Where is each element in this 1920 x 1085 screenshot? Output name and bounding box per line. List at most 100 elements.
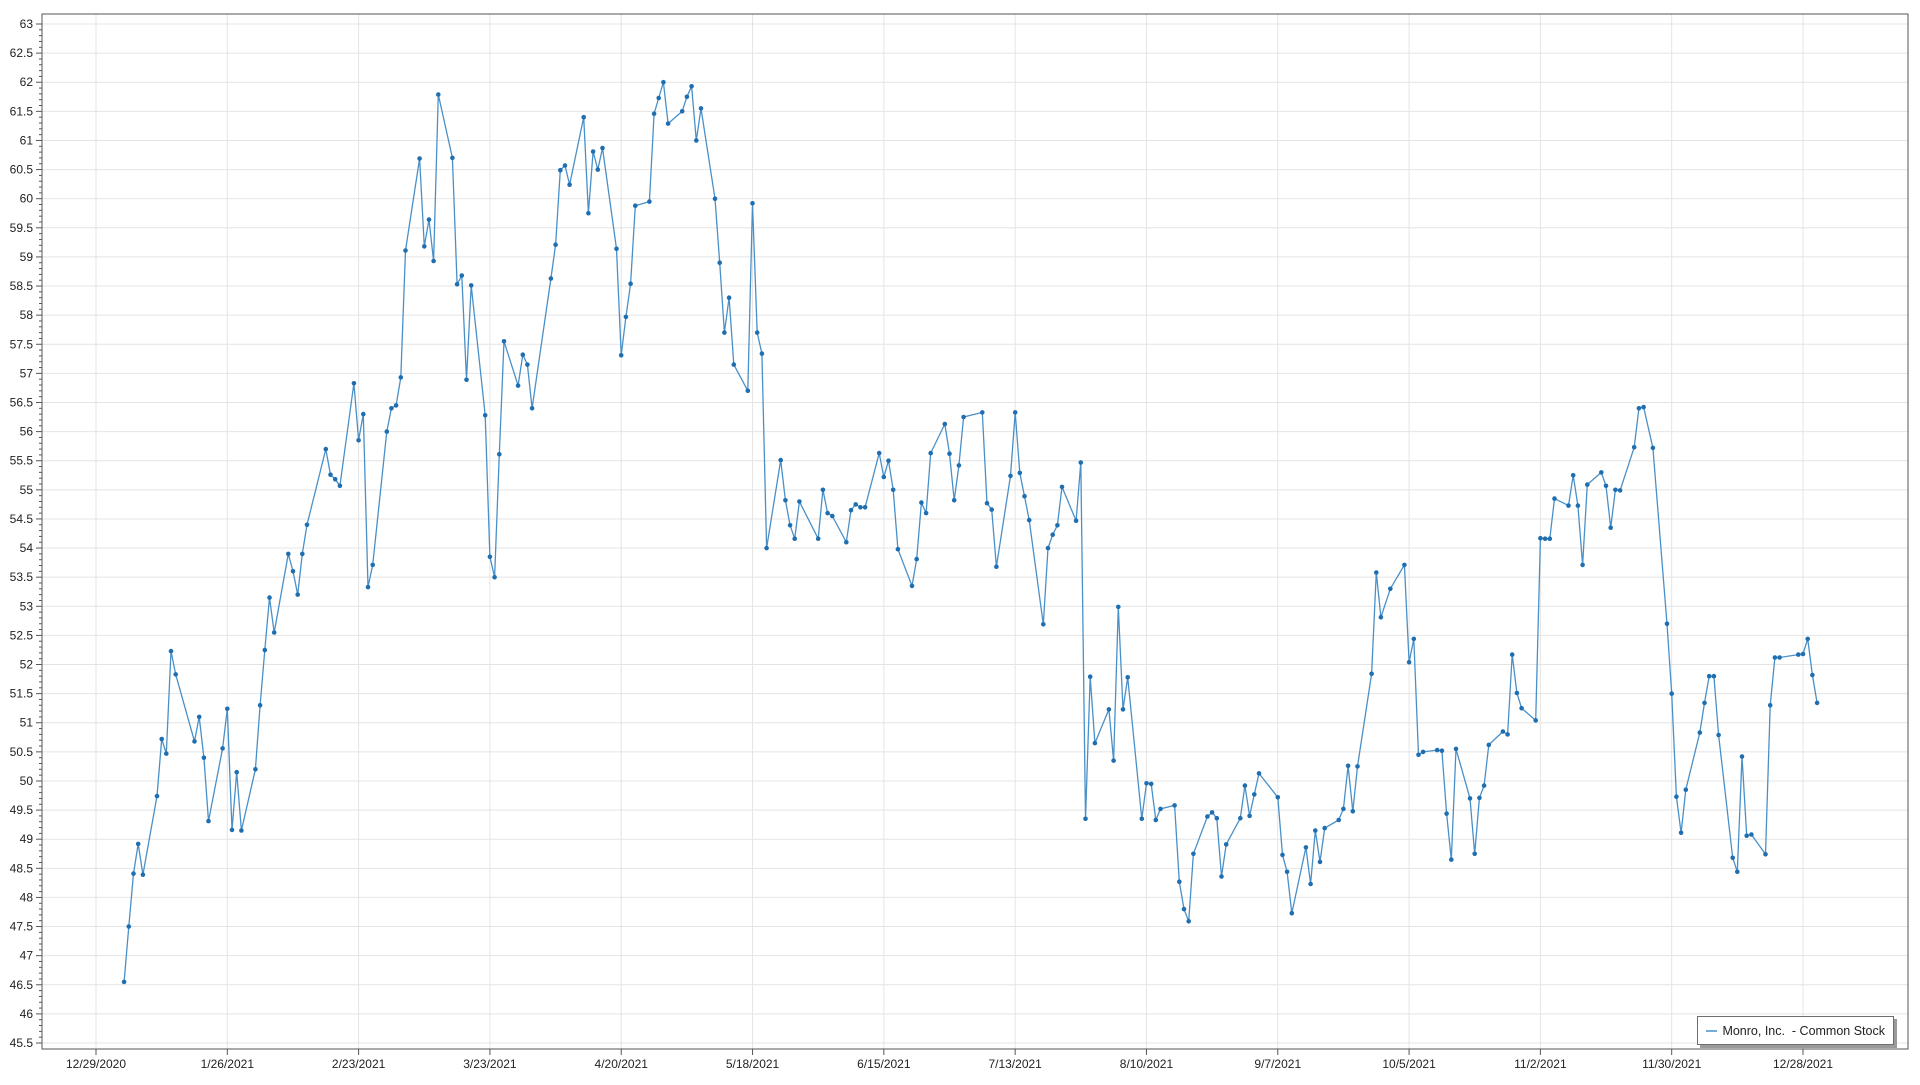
- data-point[interactable]: [1406, 659, 1412, 665]
- data-point[interactable]: [1552, 496, 1557, 501]
- data-point[interactable]: [712, 196, 718, 201]
- data-point[interactable]: [928, 450, 933, 456]
- data-point[interactable]: [1796, 652, 1801, 657]
- data-point[interactable]: [745, 388, 751, 394]
- data-point[interactable]: [1439, 748, 1445, 753]
- data-point[interactable]: [1514, 690, 1520, 696]
- data-point[interactable]: [234, 769, 239, 775]
- data-point[interactable]: [1641, 404, 1646, 410]
- data-point[interactable]: [586, 210, 591, 216]
- data-point[interactable]: [1205, 814, 1210, 819]
- data-point[interactable]: [633, 203, 638, 208]
- data-point[interactable]: [1026, 517, 1032, 523]
- data-point[interactable]: [956, 463, 962, 468]
- data-point[interactable]: [121, 979, 127, 985]
- data-point[interactable]: [1172, 803, 1177, 808]
- data-point[interactable]: [1735, 869, 1740, 875]
- data-point[interactable]: [525, 362, 530, 367]
- data-point[interactable]: [1636, 406, 1642, 411]
- data-point[interactable]: [1275, 795, 1281, 800]
- data-point[interactable]: [1420, 749, 1426, 755]
- data-point[interactable]: [792, 536, 797, 541]
- data-point[interactable]: [717, 260, 722, 266]
- data-point[interactable]: [1247, 813, 1252, 819]
- data-point[interactable]: [257, 703, 263, 708]
- data-point[interactable]: [1575, 503, 1581, 508]
- data-point[interactable]: [1449, 857, 1454, 862]
- data-point[interactable]: [1500, 729, 1506, 734]
- data-point[interactable]: [1402, 562, 1407, 568]
- data-point[interactable]: [290, 569, 296, 574]
- data-point[interactable]: [890, 487, 896, 493]
- data-point[interactable]: [1467, 796, 1473, 801]
- data-point[interactable]: [984, 500, 990, 506]
- data-point[interactable]: [1538, 535, 1543, 541]
- data-point[interactable]: [980, 410, 985, 415]
- data-point[interactable]: [1083, 816, 1088, 822]
- data-point[interactable]: [1153, 817, 1159, 823]
- data-point[interactable]: [909, 583, 915, 589]
- data-point[interactable]: [126, 924, 132, 929]
- data-point[interactable]: [328, 472, 333, 478]
- data-point[interactable]: [815, 536, 821, 541]
- data-point[interactable]: [862, 505, 868, 510]
- data-point[interactable]: [1613, 487, 1618, 493]
- data-point[interactable]: [1369, 671, 1374, 677]
- data-point[interactable]: [942, 421, 948, 427]
- data-point[interactable]: [332, 477, 338, 482]
- data-point[interactable]: [529, 406, 535, 411]
- data-point[interactable]: [783, 498, 788, 503]
- data-point[interactable]: [1336, 817, 1341, 823]
- data-point[interactable]: [239, 828, 244, 833]
- data-point[interactable]: [389, 406, 394, 411]
- data-point[interactable]: [135, 841, 141, 847]
- data-point[interactable]: [1059, 484, 1065, 490]
- data-point[interactable]: [853, 502, 858, 507]
- data-point[interactable]: [844, 539, 849, 545]
- data-point[interactable]: [300, 551, 305, 557]
- data-point[interactable]: [454, 282, 460, 287]
- data-point[interactable]: [1317, 859, 1323, 865]
- data-point[interactable]: [590, 149, 596, 154]
- data-point[interactable]: [689, 84, 694, 89]
- data-point[interactable]: [140, 872, 146, 877]
- data-point[interactable]: [431, 258, 436, 264]
- data-point[interactable]: [1566, 503, 1571, 508]
- data-point[interactable]: [1716, 732, 1721, 738]
- data-point[interactable]: [1238, 815, 1243, 821]
- data-point[interactable]: [618, 353, 624, 358]
- data-point[interactable]: [923, 510, 929, 516]
- data-point[interactable]: [267, 595, 272, 600]
- data-point[interactable]: [436, 92, 441, 97]
- data-point[interactable]: [1022, 493, 1027, 499]
- data-point[interactable]: [1378, 615, 1384, 620]
- data-point[interactable]: [206, 818, 211, 824]
- data-point[interactable]: [201, 755, 207, 760]
- data-point[interactable]: [558, 167, 563, 173]
- data-point[interactable]: [1045, 545, 1051, 551]
- data-point[interactable]: [1486, 742, 1492, 748]
- data-point[interactable]: [1350, 809, 1356, 814]
- data-point[interactable]: [562, 163, 568, 168]
- data-point[interactable]: [220, 746, 225, 751]
- data-point[interactable]: [196, 714, 202, 720]
- data-point[interactable]: [1434, 747, 1440, 753]
- data-point[interactable]: [961, 414, 966, 420]
- data-point[interactable]: [1158, 806, 1163, 812]
- data-point[interactable]: [1711, 673, 1717, 679]
- data-point[interactable]: [159, 736, 164, 742]
- data-point[interactable]: [482, 413, 488, 418]
- data-point[interactable]: [1303, 845, 1309, 850]
- data-point[interactable]: [1477, 795, 1482, 801]
- data-point[interactable]: [501, 339, 507, 344]
- data-point[interactable]: [1481, 783, 1487, 788]
- data-point[interactable]: [1106, 707, 1112, 712]
- data-point[interactable]: [520, 352, 526, 358]
- data-point[interactable]: [1580, 562, 1585, 568]
- data-point[interactable]: [1767, 703, 1773, 708]
- data-point[interactable]: [164, 751, 169, 756]
- data-point[interactable]: [947, 451, 952, 457]
- data-point[interactable]: [1805, 636, 1810, 642]
- data-point[interactable]: [1191, 851, 1196, 857]
- data-point[interactable]: [1744, 833, 1749, 838]
